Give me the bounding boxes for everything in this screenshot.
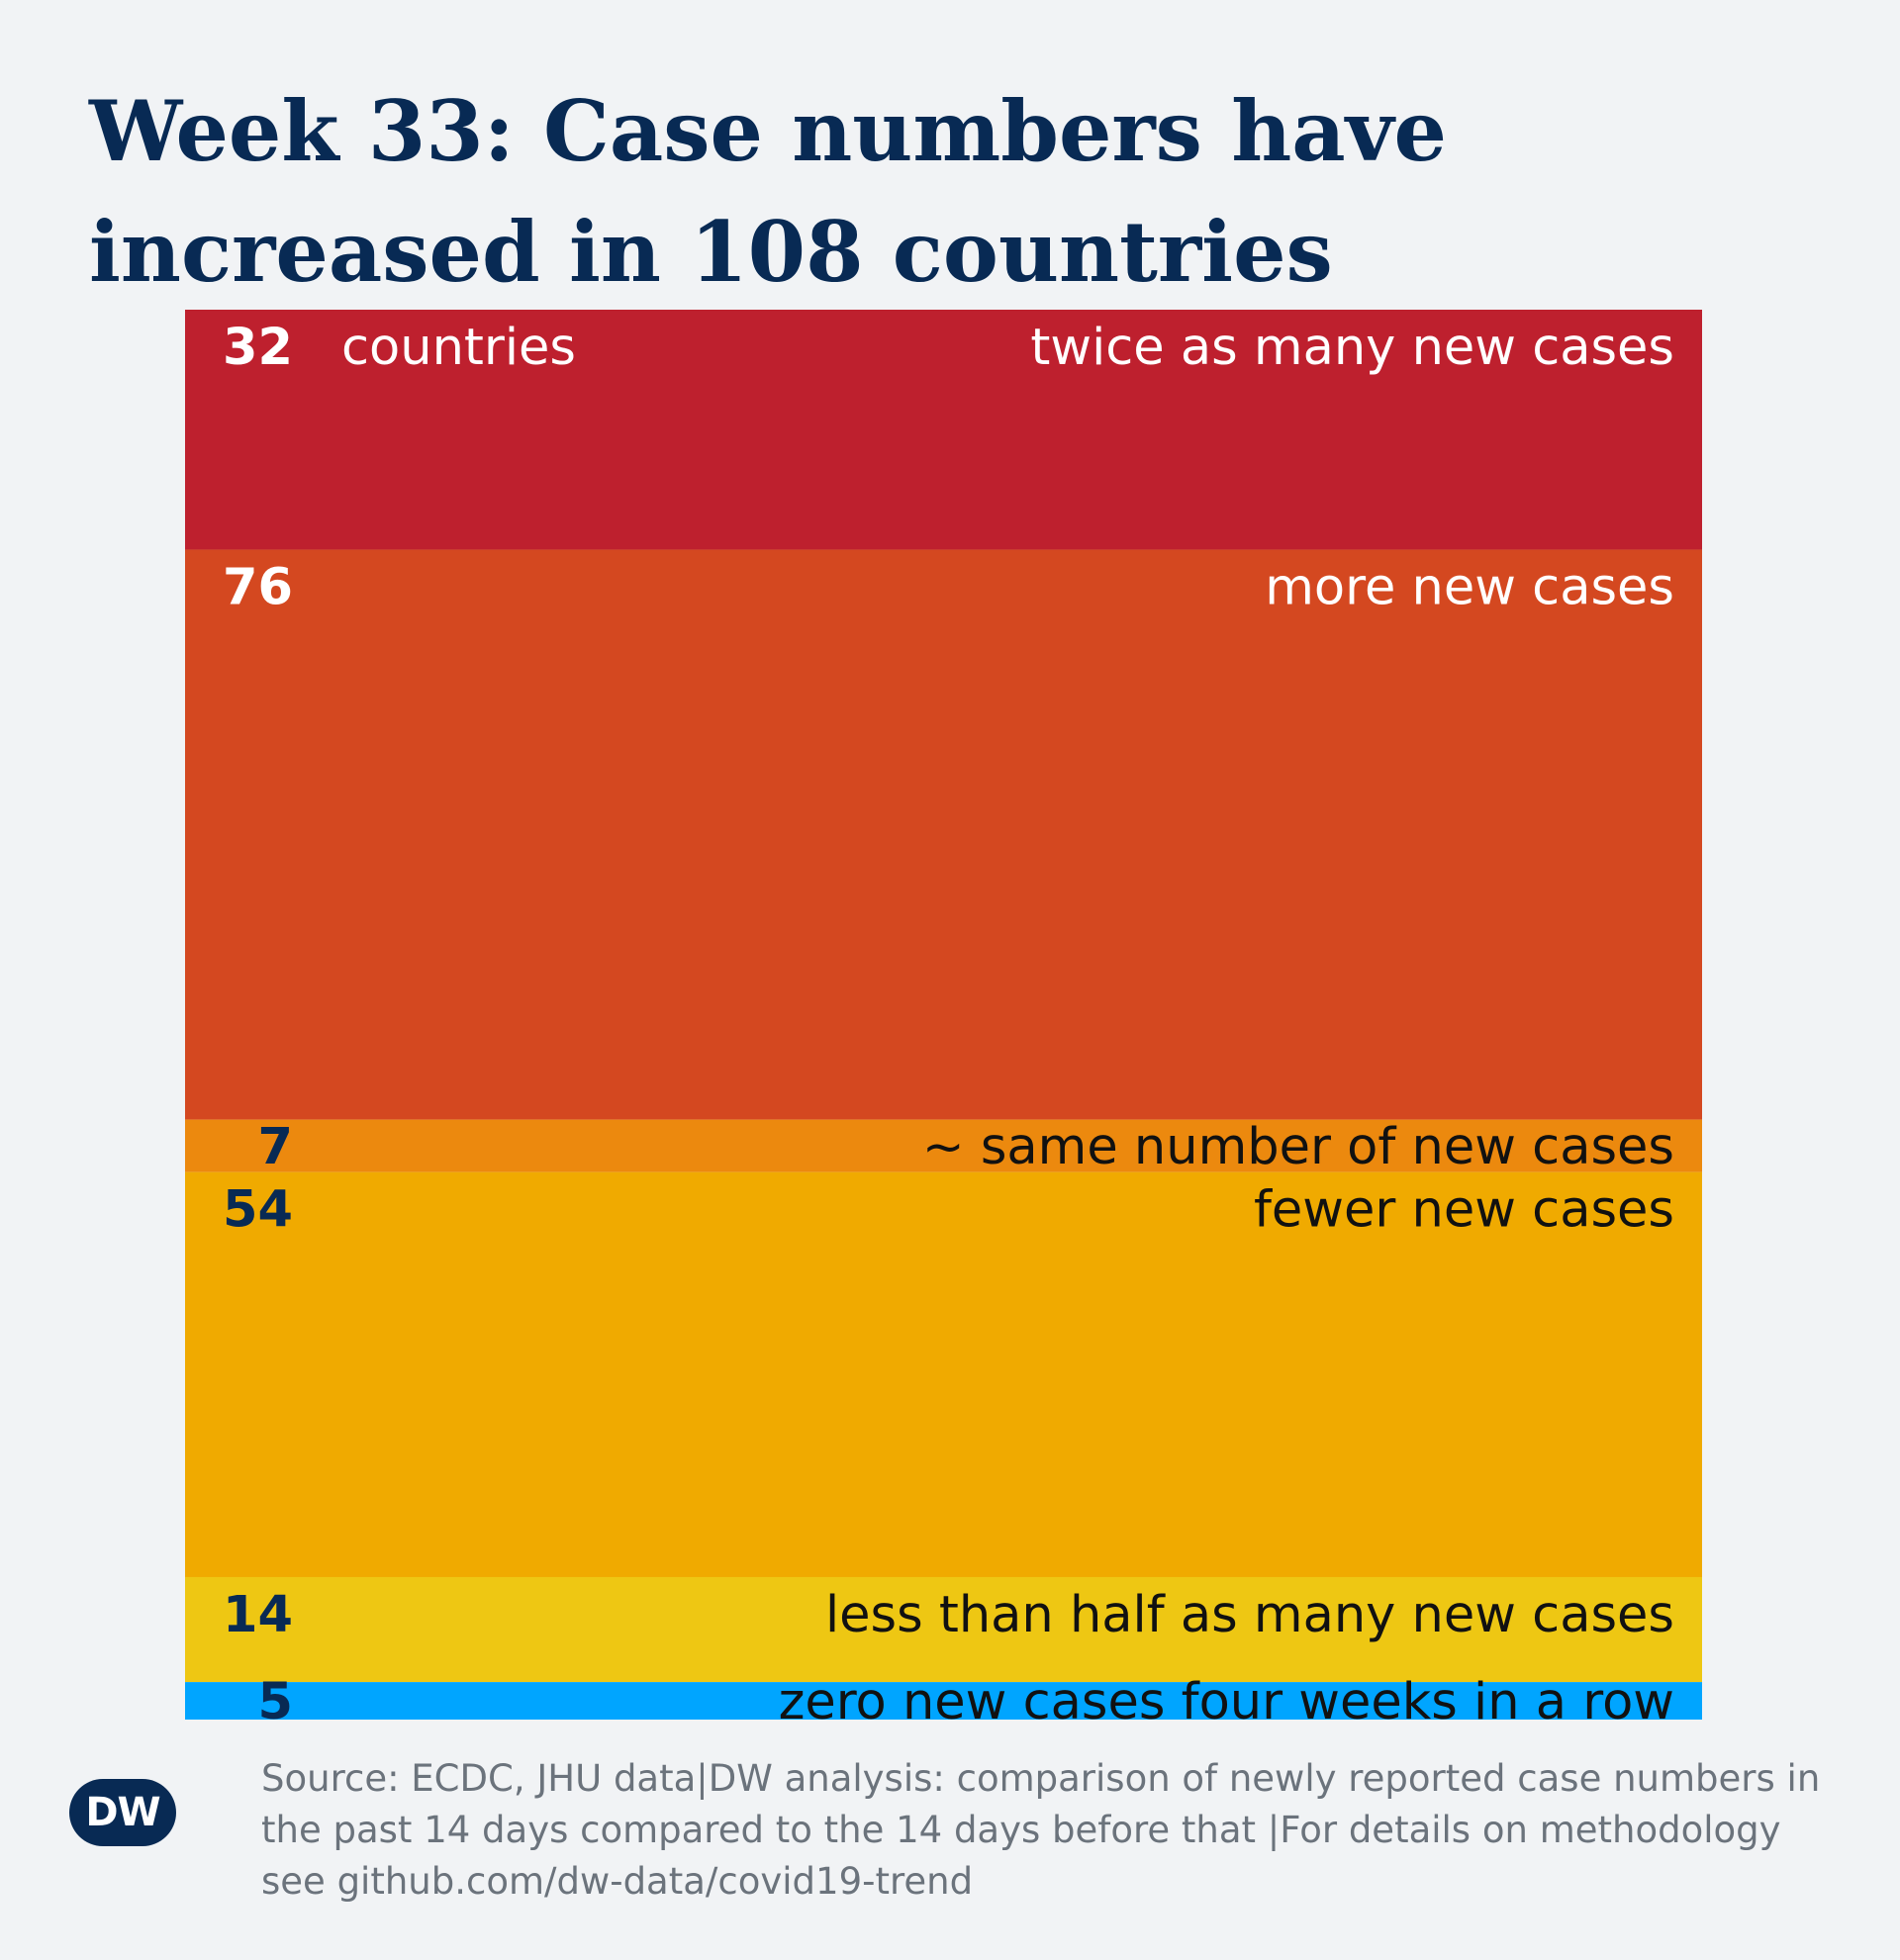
segment-value-6: 5 xyxy=(258,1673,294,1731)
segment-label-5: less than half as many new cases xyxy=(825,1586,1674,1644)
segment-label-1: twice as many new cases xyxy=(1030,319,1674,377)
segments xyxy=(185,310,1702,1720)
dw-logo-text: DW xyxy=(85,1790,160,1835)
unit-label: countries xyxy=(341,319,576,377)
segment-label-2: more new cases xyxy=(1265,559,1674,617)
segment-value-5: 14 xyxy=(223,1586,293,1644)
segment-value-3: 7 xyxy=(258,1118,294,1176)
segment-labels: 32 twice as many new cases countries 76 more… xyxy=(223,319,1674,1731)
segment-value-2: 76 xyxy=(223,559,293,617)
segment-value-4: 54 xyxy=(223,1181,293,1240)
chart-title: Week 33: Case numbers have increased in … xyxy=(89,82,1447,301)
segment-value-1: 32 xyxy=(223,319,293,377)
dw-logo: DW xyxy=(69,1779,176,1846)
bar-segment-4 xyxy=(185,1171,1702,1577)
bar-segment-6 xyxy=(185,1682,1702,1720)
bar-segment-5 xyxy=(185,1576,1702,1683)
bar-segment-2 xyxy=(185,549,1702,1120)
segment-label-3: ~ same number of new cases xyxy=(922,1118,1674,1176)
segment-label-6: zero new cases four weeks in a row xyxy=(779,1673,1674,1731)
segment-label-4: fewer new cases xyxy=(1254,1181,1674,1240)
bar-segment-1 xyxy=(185,310,1702,550)
bar-segment-3 xyxy=(185,1119,1702,1172)
source-note: Source: ECDC, JHU data|DW analysis: comp… xyxy=(261,1757,1821,1903)
